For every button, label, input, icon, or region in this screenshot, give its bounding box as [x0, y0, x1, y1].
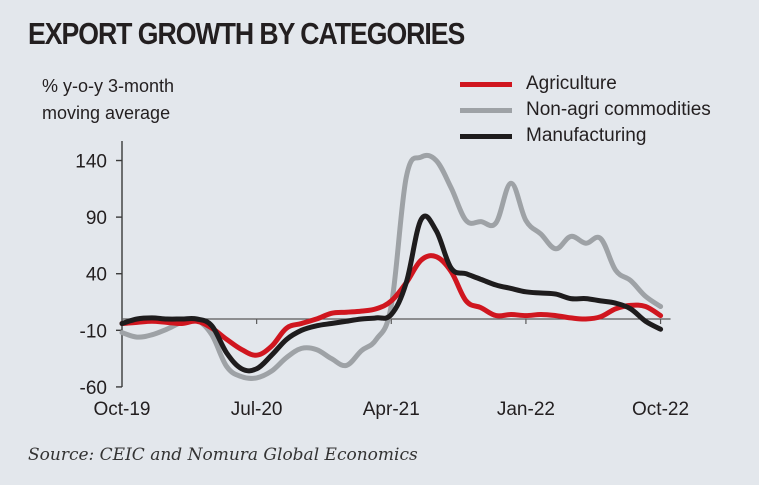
legend-swatch-non-agri-commodities: [460, 107, 512, 113]
y-tick-label: 90: [86, 208, 107, 229]
y-tick-label: 140: [75, 152, 107, 173]
series-line-non-agri-commodities: [119, 152, 664, 382]
legend-item-manufacturing: Manufacturing: [460, 123, 711, 149]
series-line-manufacturing: [119, 213, 664, 374]
series-lines: [119, 152, 664, 382]
y-axis-label: % y-o-y 3-month moving average: [42, 73, 174, 127]
legend-swatch-agriculture: [460, 81, 512, 87]
legend: Agriculture Non-agri commodities Manufac…: [460, 71, 711, 149]
x-tick-label: Apr-21: [363, 399, 420, 420]
source-note: Source: CEIC and Nomura Global Economics: [28, 445, 418, 465]
y-axis-label-line-2: moving average: [42, 103, 171, 123]
x-tick-label: Oct-22: [632, 399, 689, 420]
x-tick-label: Jul-20: [231, 399, 283, 420]
y-axis-label-line-1: % y-o-y 3-month: [42, 76, 175, 96]
axes: [116, 141, 671, 388]
x-tick-label: Oct-19: [93, 399, 150, 420]
chart-title: EXPORT GROWTH BY CATEGORIES: [28, 16, 465, 51]
y-tick-label: -60: [80, 378, 107, 399]
legend-label-manufacturing: Manufacturing: [526, 125, 647, 146]
legend-label-non-agri-commodities: Non-agri commodities: [526, 99, 711, 120]
y-tick-label: 40: [86, 265, 107, 286]
y-tick-label: -10: [80, 321, 107, 342]
legend-item-non-agri-commodities: Non-agri commodities: [460, 97, 711, 123]
x-tick-label: Jan-22: [497, 399, 555, 420]
legend-item-agriculture: Agriculture: [460, 71, 711, 97]
legend-label-agriculture: Agriculture: [526, 73, 617, 94]
legend-swatch-manufacturing: [460, 133, 512, 139]
